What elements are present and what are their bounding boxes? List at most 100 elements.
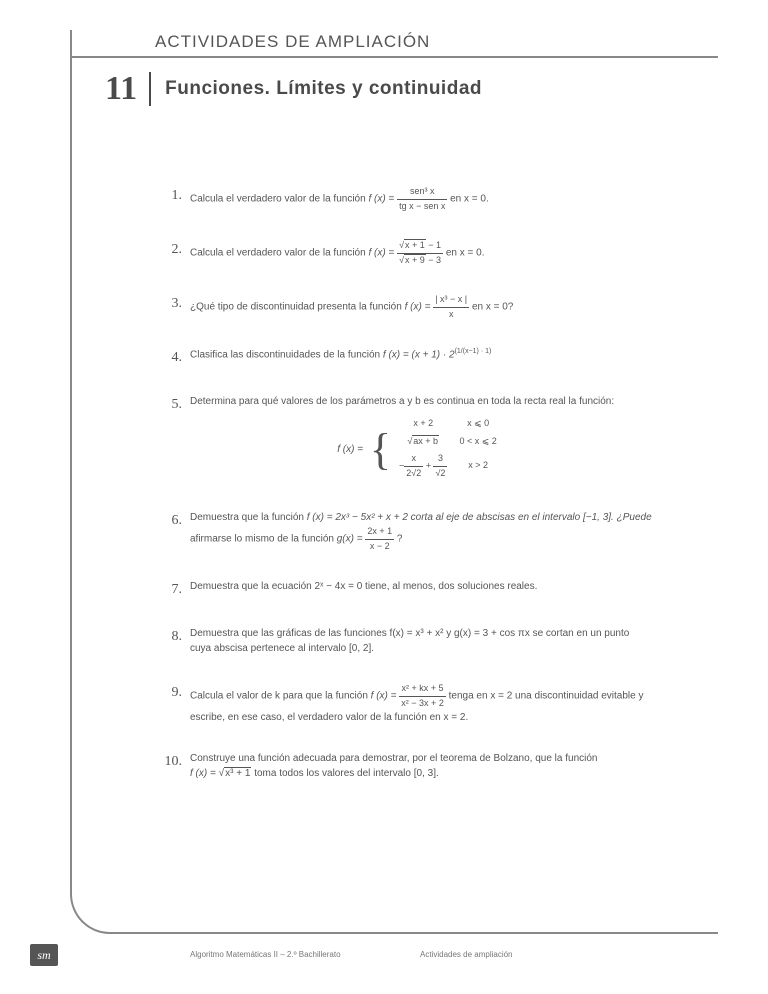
question-number: 6. [164, 510, 190, 553]
footer-left: Algoritmo Matemáticas II – 2.º Bachiller… [190, 950, 341, 959]
numerator: 3 [433, 452, 447, 467]
content: 1. Calcula el verdadero valor de la func… [164, 185, 656, 807]
text: afirmarse lo mismo de la función [190, 534, 337, 545]
question-body: ¿Qué tipo de discontinuidad presenta la … [190, 293, 656, 321]
denominator: 2√2 [404, 467, 423, 481]
footer-right: Actividades de ampliación [420, 950, 513, 959]
question-1: 1. Calcula el verdadero valor de la func… [164, 185, 656, 213]
question-6: 6. Demuestra que la función f (x) = 2x³ … [164, 510, 656, 553]
text: cuya abscisa pertenece al intervalo [0, … [190, 643, 374, 654]
text: ¿Qué tipo de discontinuidad presenta la … [190, 302, 405, 313]
question-9: 9. Calcula el valor de k para que la fun… [164, 682, 656, 725]
text: Demuestra que las gráficas de las funcio… [190, 628, 629, 639]
case-row: x + 2 x ⩽ 0 [399, 417, 507, 433]
text: en x = 0. [450, 194, 489, 205]
question-number: 7. [164, 579, 190, 600]
fraction: x² + kx + 5 x² − 3x + 2 [399, 682, 446, 710]
question-3: 3. ¿Qué tipo de discontinuidad presenta … [164, 293, 656, 321]
question-body: Demuestra que la función f (x) = 2x³ − 5… [190, 510, 656, 553]
case-expr: x + 2 [399, 417, 457, 433]
text: tenga en x = 2 una discontinuidad evitab… [449, 691, 644, 702]
question-body: Calcula el verdadero valor de la función… [190, 185, 656, 213]
denominator: tg x − sen x [397, 200, 447, 214]
fx: f (x) = [190, 768, 219, 779]
text: − 3 [426, 255, 441, 265]
denominator: x² − 3x + 2 [399, 697, 446, 711]
case-cond: x ⩽ 0 [459, 417, 506, 433]
text: Construye una función adecuada para demo… [190, 753, 598, 764]
question-body: Demuestra que la ecuación 2ˣ − 4x = 0 ti… [190, 579, 656, 600]
question-7: 7. Demuestra que la ecuación 2ˣ − 4x = 0… [164, 579, 656, 600]
text: Clasifica las discontinuidades de la fun… [190, 349, 383, 360]
fx: f (x) = [371, 691, 400, 702]
text: Demuestra que la ecuación 2ˣ − 4x = 0 ti… [190, 581, 537, 592]
exponent: (1/(x−1) · 1) [455, 348, 492, 355]
case-expr: −x2√2 + 3√2 [399, 452, 457, 482]
question-number: 5. [164, 394, 190, 484]
text: en x = 0. [446, 248, 485, 259]
text: Calcula el valor de k para que la funció… [190, 691, 371, 702]
fraction: 2x + 1 x − 2 [365, 525, 394, 553]
denominator: √x + 9 − 3 [397, 254, 443, 268]
numerator: √x + 1 − 1 [397, 239, 443, 254]
question-number: 10. [164, 751, 190, 781]
fx: f (x) = [405, 302, 434, 313]
numerator: x [404, 452, 423, 467]
case-row: −x2√2 + 3√2 x > 2 [399, 452, 507, 482]
text: Calcula el verdadero valor de la función [190, 194, 368, 205]
question-number: 9. [164, 682, 190, 725]
question-body: Clasifica las discontinuidades de la fun… [190, 347, 656, 368]
case-cond: 0 < x ⩽ 2 [459, 435, 506, 451]
fraction: √x + 1 − 1 √x + 9 − 3 [397, 239, 443, 267]
case-expr: √ax + b [399, 435, 457, 451]
text: en x = 0? [472, 302, 513, 313]
question-5: 5. Determina para qué valores de los par… [164, 394, 656, 484]
gx: g(x) = [337, 534, 366, 545]
text: Demuestra que la función [190, 512, 307, 523]
brace: { [370, 428, 391, 472]
fx: f (x) = [368, 248, 397, 259]
question-number: 4. [164, 347, 190, 368]
question-body: Calcula el verdadero valor de la función… [190, 239, 656, 267]
publisher-logo: sm [30, 944, 58, 966]
fx: f (x) = [368, 194, 397, 205]
radicand: ax + b [412, 435, 439, 446]
question-10: 10. Construye una función adecuada para … [164, 751, 656, 781]
numerator: 2x + 1 [365, 525, 394, 540]
fraction: sen³ x tg x − sen x [397, 185, 447, 213]
case-cond: x > 2 [459, 452, 506, 482]
question-body: Determina para qué valores de los paráme… [190, 394, 656, 484]
radicand: x³ + 1 [224, 767, 251, 779]
denominator: x [433, 308, 469, 322]
text: − 1 [426, 240, 441, 250]
numerator: | x³ − x | [433, 293, 469, 308]
numerator: sen³ x [397, 185, 447, 200]
text: Determina para qué valores de los paráme… [190, 394, 656, 409]
denominator: x − 2 [365, 540, 394, 554]
question-number: 2. [164, 239, 190, 267]
piecewise: f (x) = { x + 2 x ⩽ 0 √ax + b 0 < x ⩽ 2 [190, 415, 656, 484]
question-number: 8. [164, 626, 190, 656]
radicand: x + 1 [404, 239, 426, 250]
cases-table: x + 2 x ⩽ 0 √ax + b 0 < x ⩽ 2 −x2√2 + 3 [397, 415, 509, 484]
denominator: √2 [433, 467, 447, 481]
question-body: Demuestra que las gráficas de las funcio… [190, 626, 656, 656]
question-number: 1. [164, 185, 190, 213]
page-frame: 1. Calcula el verdadero valor de la func… [70, 30, 718, 934]
question-4: 4. Clasifica las discontinuidades de la … [164, 347, 656, 368]
formula: f (x) = (x + 1) · 2 [383, 349, 455, 360]
text: escribe, en ese caso, el verdadero valor… [190, 712, 468, 723]
question-number: 3. [164, 293, 190, 321]
formula: f (x) = 2x³ − 5x² + x + 2 corta al eje d… [307, 512, 652, 523]
text: toma todos los valores del intervalo [0,… [254, 768, 439, 779]
case-row: √ax + b 0 < x ⩽ 2 [399, 435, 507, 451]
text: ? [397, 534, 403, 545]
radicand: x + 9 [404, 254, 426, 265]
question-8: 8. Demuestra que las gráficas de las fun… [164, 626, 656, 656]
fx: f (x) = [337, 444, 366, 455]
fraction: | x³ − x | x [433, 293, 469, 321]
text: Calcula el verdadero valor de la función [190, 248, 368, 259]
question-body: Construye una función adecuada para demo… [190, 751, 656, 781]
numerator: x² + kx + 5 [399, 682, 446, 697]
question-body: Calcula el valor de k para que la funció… [190, 682, 656, 725]
